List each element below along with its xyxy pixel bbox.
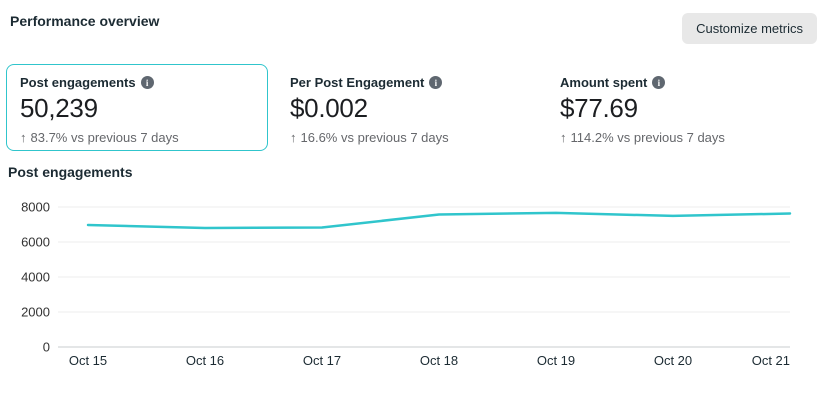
metric-label: Per Post Engagement — [290, 75, 425, 90]
up-arrow-icon: ↑ — [20, 130, 27, 145]
metric-cards-row: Post engagements i 50,239 ↑ 83.7% vs prev… — [6, 64, 808, 151]
metric-change-text: 114.2% vs previous 7 days — [570, 130, 725, 145]
metric-label-row: Amount spent i — [560, 75, 794, 90]
metric-change: ↑ 16.6% vs previous 7 days — [290, 130, 524, 145]
y-tick-label: 0 — [43, 340, 50, 355]
metric-card-post-engagements[interactable]: Post engagements i 50,239 ↑ 83.7% vs prev… — [6, 64, 268, 151]
info-icon[interactable]: i — [429, 76, 443, 89]
x-tick-label: Oct 21 — [752, 353, 790, 368]
metric-value: $0.002 — [290, 93, 368, 123]
metric-change-text: 16.6% vs previous 7 days — [300, 130, 449, 145]
x-tick-label: Oct 18 — [420, 353, 458, 368]
up-arrow-icon: ↑ — [560, 130, 567, 145]
x-tick-label: Oct 17 — [303, 353, 341, 368]
page-title: Performance overview — [10, 13, 160, 29]
info-icon[interactable]: i — [140, 76, 154, 89]
metric-label: Amount spent — [560, 75, 648, 90]
metric-value: 50,239 — [20, 93, 98, 123]
x-tick-label: Oct 19 — [537, 353, 575, 368]
x-tick-label: Oct 20 — [654, 353, 692, 368]
post-engagements-line-chart: 0 2000 4000 6000 8000 Oct 15 Oct 16 Oct 17 Oct 1… — [21, 200, 792, 368]
metric-change-text: 83.7% vs previous 7 days — [30, 130, 179, 145]
metric-card-per-post-engagement[interactable]: Per Post Engagement i $0.002 ↑ 16.6% vs p… — [276, 64, 538, 151]
x-tick-label: Oct 15 — [69, 353, 107, 368]
up-arrow-icon: ↑ — [290, 130, 297, 145]
metric-label: Post engagements — [20, 75, 136, 90]
y-tick-label: 2000 — [21, 305, 50, 320]
y-tick-label: 6000 — [21, 235, 50, 250]
post-engagements-series-line — [86, 211, 792, 230]
info-icon[interactable]: i — [652, 76, 666, 89]
chart-title: Post engagements — [8, 164, 133, 180]
metric-change: ↑ 114.2% vs previous 7 days — [560, 130, 794, 145]
metric-value: $77.69 — [560, 93, 638, 123]
y-tick-label: 4000 — [21, 270, 50, 285]
metric-label-row: Per Post Engagement i — [290, 75, 524, 90]
y-tick-label: 8000 — [21, 200, 50, 215]
customize-metrics-button[interactable]: Customize metrics — [682, 13, 817, 44]
customize-metrics-label: Customize metrics — [696, 21, 803, 36]
metric-change: ↑ 83.7% vs previous 7 days — [20, 130, 254, 145]
metric-card-amount-spent[interactable]: Amount spent i $77.69 ↑ 114.2% vs previou… — [546, 64, 808, 151]
x-tick-label: Oct 16 — [186, 353, 224, 368]
metric-label-row: Post engagements i — [20, 75, 254, 90]
